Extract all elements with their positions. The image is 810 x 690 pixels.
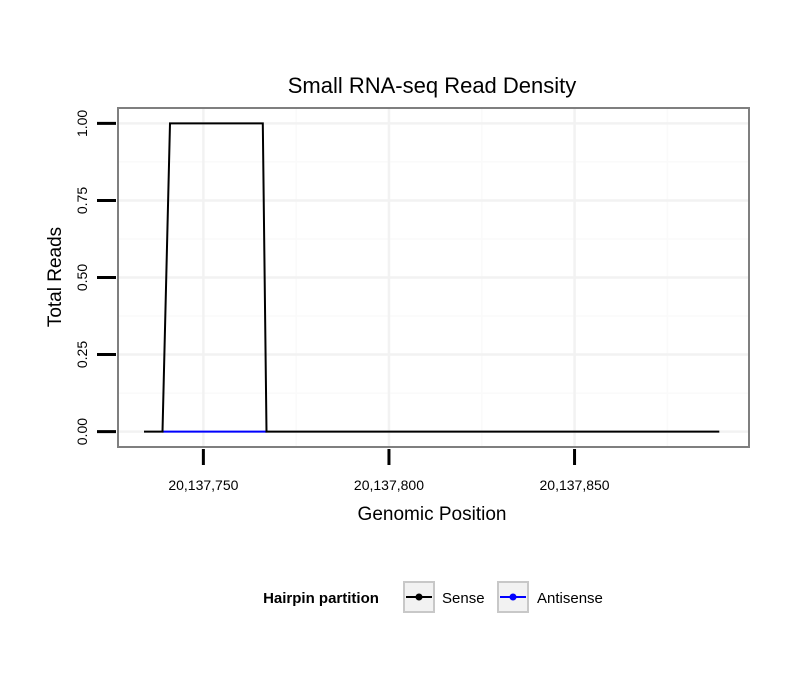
y-tick-label: 1.00 (74, 110, 90, 137)
y-tick-label: 0.75 (74, 187, 90, 214)
plot-border (117, 107, 750, 448)
x-axis-title: Genomic Position (358, 504, 507, 525)
series-layer (144, 122, 720, 433)
legend-label-antisense: Antisense (537, 590, 603, 607)
y-tick-label: 0.50 (74, 264, 90, 291)
x-tick-label: 20,137,800 (354, 477, 424, 493)
legend: Hairpin partition Sense Antisense (263, 581, 603, 613)
x-tick-label: 20,137,750 (168, 477, 238, 493)
y-tick-label: 0.25 (74, 341, 90, 368)
y-axis: 0.00 0.25 0.50 0.75 1.00 (74, 110, 116, 445)
legend-title: Hairpin partition (263, 590, 379, 607)
plot-area (117, 107, 750, 448)
y-axis-title: Total Reads (45, 227, 66, 327)
legend-label-sense: Sense (442, 590, 485, 607)
y-tick-label: 0.00 (74, 418, 90, 445)
legend-item-antisense: Antisense (497, 581, 603, 613)
legend-point-sense (415, 593, 423, 601)
legend-point-antisense (509, 593, 517, 601)
series-line-sense (144, 122, 720, 433)
legend-item-sense: Sense (403, 581, 485, 613)
x-axis: 20,137,750 20,137,800 20,137,850 (168, 449, 610, 493)
x-tick-label: 20,137,850 (540, 477, 610, 493)
chart-title: Small RNA-seq Read Density (288, 73, 577, 98)
